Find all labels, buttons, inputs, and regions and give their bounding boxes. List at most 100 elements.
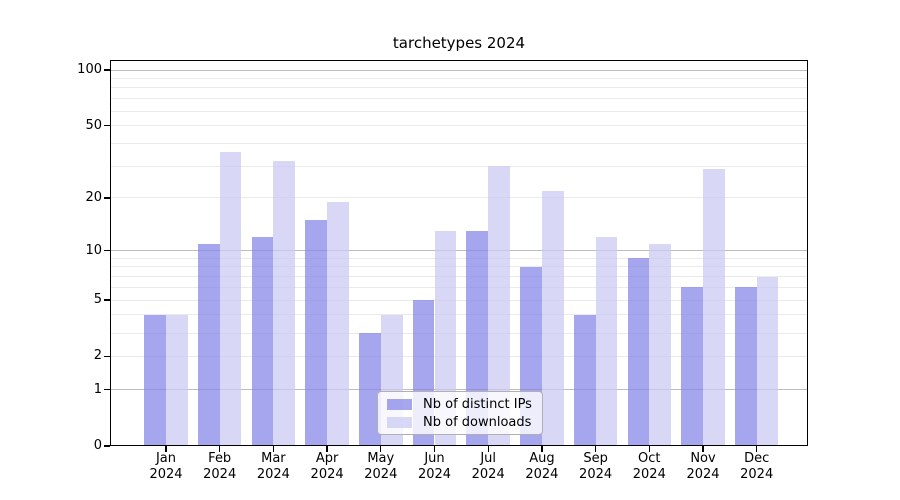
y-axis-tick bbox=[103, 445, 110, 447]
month-label: May bbox=[367, 451, 395, 466]
gridline-minor bbox=[111, 286, 807, 288]
gridline-minor bbox=[111, 125, 807, 127]
gridline-minor bbox=[111, 266, 807, 268]
gridline-minor bbox=[111, 197, 807, 199]
bar-distinct-ips-dec bbox=[734, 287, 757, 446]
month-label: Aug bbox=[529, 451, 555, 466]
legend: Nb of distinct IPs Nb of downloads bbox=[377, 391, 543, 435]
bar-distinct-ips-oct bbox=[627, 258, 650, 446]
y-axis-tick bbox=[103, 388, 110, 391]
x-axis-tick bbox=[702, 446, 704, 452]
x-axis-tick bbox=[326, 446, 328, 452]
y-axis-tick-label: 5 bbox=[93, 292, 102, 308]
gridline-minor bbox=[111, 314, 807, 316]
bar-downloads-feb bbox=[219, 151, 242, 446]
year-label: 2024 bbox=[364, 467, 398, 482]
x-axis-tick bbox=[487, 446, 489, 452]
y-axis-tick-label: 2 bbox=[93, 348, 102, 364]
y-axis-tick bbox=[103, 249, 110, 252]
gridline-minor bbox=[111, 77, 807, 79]
month-label: Jan bbox=[155, 451, 177, 466]
x-axis-tick-label: May 2024 bbox=[349, 451, 413, 483]
x-axis-tick bbox=[594, 446, 597, 452]
year-label: 2024 bbox=[686, 467, 720, 482]
x-axis-tick bbox=[433, 446, 436, 452]
year-label: 2024 bbox=[256, 467, 290, 482]
bar-downloads-sep bbox=[595, 237, 618, 446]
x-axis-tick-label: Aug 2024 bbox=[510, 451, 574, 483]
x-axis-tick-label: Nov 2024 bbox=[671, 451, 735, 483]
legend-item-distinct-ips: Nb of distinct IPs bbox=[387, 397, 533, 412]
legend-item-downloads: Nb of downloads bbox=[387, 415, 533, 430]
bar-downloads-jan bbox=[166, 314, 188, 446]
gridline-minor bbox=[111, 276, 807, 278]
y-axis-tick-label: 1 bbox=[93, 381, 102, 397]
y-axis-tick bbox=[103, 125, 110, 127]
x-axis-tick-label: Dec 2024 bbox=[725, 451, 789, 483]
gridline-minor bbox=[111, 87, 807, 89]
year-label: 2024 bbox=[417, 467, 452, 482]
bar-distinct-ips-apr bbox=[305, 220, 328, 446]
bar-downloads-apr bbox=[327, 201, 349, 446]
month-label: Sep bbox=[583, 451, 608, 466]
x-axis-tick-label: Sep 2024 bbox=[564, 451, 628, 483]
year-label: 2024 bbox=[203, 467, 237, 482]
x-axis-tick bbox=[756, 446, 758, 452]
gridline-minor bbox=[111, 257, 807, 259]
month-label: Jun bbox=[424, 451, 445, 466]
gridline-major bbox=[111, 389, 807, 391]
y-axis-tick-label: 20 bbox=[85, 189, 102, 205]
x-axis-tick-label: Oct 2024 bbox=[617, 451, 681, 483]
chart-title: tarchetypes 2024 bbox=[392, 34, 526, 52]
month-label: Apr bbox=[315, 451, 339, 466]
legend-label-downloads: Nb of downloads bbox=[423, 414, 532, 430]
bar-distinct-ips-sep bbox=[573, 314, 596, 446]
x-axis-tick-label: Feb 2024 bbox=[188, 451, 252, 483]
month-label: Feb bbox=[208, 451, 232, 466]
x-axis-tick bbox=[219, 446, 221, 452]
x-axis-tick bbox=[541, 446, 543, 452]
gridline-major bbox=[111, 69, 807, 71]
y-axis-tick-label: 0 bbox=[93, 438, 102, 453]
x-axis-tick bbox=[380, 446, 382, 452]
x-axis-tick bbox=[165, 446, 167, 452]
gridline-minor bbox=[111, 110, 807, 112]
gridline-minor bbox=[111, 142, 807, 144]
y-axis-tick bbox=[103, 197, 110, 199]
legend-swatch-downloads bbox=[387, 416, 412, 428]
year-label: 2024 bbox=[525, 467, 559, 482]
y-axis-tick bbox=[103, 69, 110, 71]
y-axis-tick-label: 50 bbox=[85, 117, 102, 133]
y-axis-tick-label: 100 bbox=[77, 62, 102, 77]
bar-downloads-dec bbox=[756, 276, 779, 446]
month-label: Dec bbox=[744, 451, 770, 466]
year-label: 2024 bbox=[632, 467, 666, 482]
month-label: Mar bbox=[261, 451, 286, 466]
bar-distinct-ips-jan bbox=[144, 314, 166, 446]
year-label: 2024 bbox=[149, 467, 183, 482]
x-axis-tick bbox=[272, 446, 275, 452]
y-axis-tick bbox=[103, 355, 110, 358]
year-label: 2024 bbox=[471, 467, 505, 482]
gridline-minor bbox=[111, 355, 807, 357]
bar-distinct-ips-nov bbox=[681, 287, 703, 446]
legend-swatch-distinct-ips bbox=[387, 398, 412, 410]
bar-distinct-ips-feb bbox=[197, 243, 220, 446]
year-label: 2024 bbox=[310, 467, 344, 482]
y-axis-tick-label: 10 bbox=[85, 242, 102, 258]
x-axis-tick-label: Jan 2024 bbox=[134, 451, 198, 483]
year-label: 2024 bbox=[740, 467, 774, 482]
gridline-minor bbox=[111, 332, 807, 334]
bar-distinct-ips-may bbox=[359, 333, 381, 446]
bar-downloads-oct bbox=[649, 243, 672, 446]
gridline-minor bbox=[111, 299, 807, 301]
x-axis-tick-label: Mar 2024 bbox=[241, 451, 305, 483]
month-label: Jul bbox=[480, 451, 497, 466]
bar-downloads-nov bbox=[703, 168, 725, 446]
bar-distinct-ips-mar bbox=[251, 237, 274, 446]
bar-downloads-mar bbox=[273, 161, 296, 446]
x-axis-tick-label: Jun 2024 bbox=[403, 451, 467, 483]
gridline-minor bbox=[111, 165, 807, 167]
month-label: Oct bbox=[638, 451, 661, 466]
